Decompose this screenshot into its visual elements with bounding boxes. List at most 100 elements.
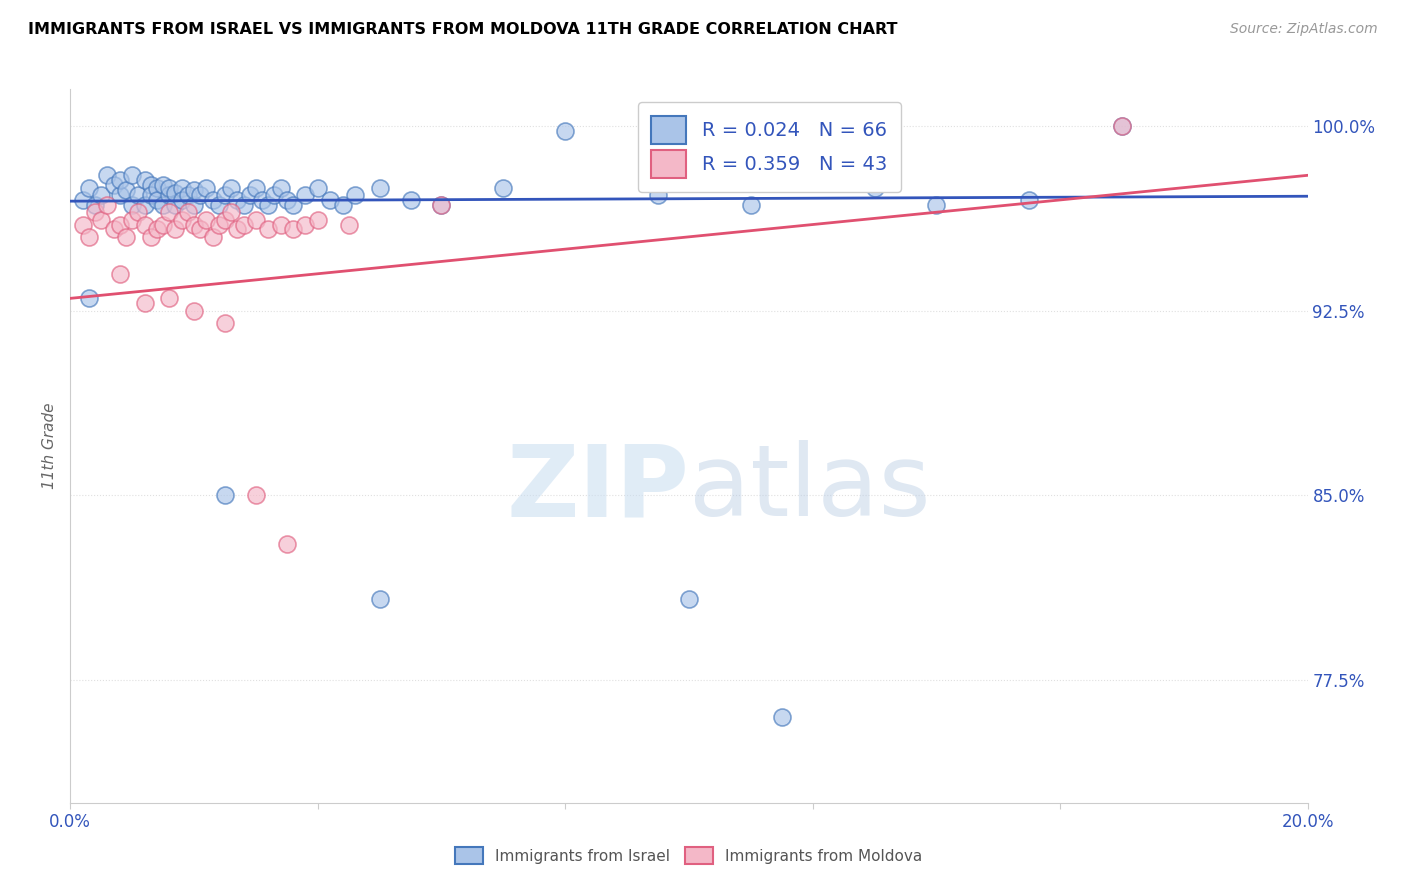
Point [219, 205, 242, 219]
Point [1111, 119, 1133, 133]
Point [232, 218, 254, 232]
Point [183, 183, 205, 197]
Point [177, 205, 200, 219]
Point [647, 188, 669, 202]
Point [84, 205, 107, 219]
Point [219, 180, 242, 194]
Point [157, 180, 180, 194]
Point [925, 198, 948, 212]
Point [157, 291, 180, 305]
Point [226, 193, 249, 207]
Point [152, 178, 174, 193]
Point [103, 222, 125, 236]
Point [127, 205, 149, 219]
Point [146, 222, 169, 236]
Point [368, 591, 391, 606]
Legend: Immigrants from Israel, Immigrants from Moldova: Immigrants from Israel, Immigrants from … [446, 838, 932, 873]
Point [263, 188, 285, 202]
Text: Source: ZipAtlas.com: Source: ZipAtlas.com [1230, 22, 1378, 37]
Point [157, 205, 180, 219]
Point [108, 188, 131, 202]
Point [108, 173, 131, 187]
Point [139, 178, 162, 193]
Point [1018, 193, 1040, 207]
Point [201, 230, 224, 244]
Point [678, 591, 700, 606]
Point [188, 222, 211, 236]
Point [239, 188, 262, 202]
Point [319, 193, 342, 207]
Point [232, 198, 254, 212]
Point [270, 218, 292, 232]
Point [183, 303, 205, 318]
Point [165, 186, 187, 200]
Point [1111, 119, 1133, 133]
Point [134, 198, 156, 212]
Point [214, 212, 236, 227]
Point [77, 230, 100, 244]
Point [96, 198, 118, 212]
Point [740, 198, 762, 212]
Point [337, 218, 360, 232]
Point [170, 193, 193, 207]
Point [121, 169, 143, 183]
Point [115, 183, 138, 197]
Point [214, 488, 236, 502]
Point [863, 180, 886, 194]
Point [257, 222, 280, 236]
Point [226, 222, 249, 236]
Point [134, 296, 156, 310]
Point [165, 198, 187, 212]
Point [195, 180, 218, 194]
Point [134, 173, 156, 187]
Point [399, 193, 422, 207]
Point [276, 193, 298, 207]
Point [188, 188, 211, 202]
Point [146, 180, 169, 194]
Text: ZIP: ZIP [506, 441, 689, 537]
Point [183, 218, 205, 232]
Point [250, 193, 273, 207]
Point [430, 198, 453, 212]
Point [214, 188, 236, 202]
Point [121, 212, 143, 227]
Point [121, 198, 143, 212]
Point [492, 180, 515, 194]
Point [108, 267, 131, 281]
Point [368, 180, 391, 194]
Point [72, 218, 94, 232]
Y-axis label: 11th Grade: 11th Grade [42, 403, 58, 489]
Point [115, 230, 138, 244]
Point [281, 222, 304, 236]
Point [152, 218, 174, 232]
Point [201, 193, 224, 207]
Point [257, 198, 280, 212]
Point [157, 188, 180, 202]
Point [108, 218, 131, 232]
Point [170, 180, 193, 194]
Point [170, 212, 193, 227]
Point [139, 230, 162, 244]
Point [214, 316, 236, 330]
Point [77, 180, 100, 194]
Point [276, 537, 298, 551]
Point [245, 488, 267, 502]
Point [146, 193, 169, 207]
Point [90, 212, 112, 227]
Point [208, 198, 231, 212]
Point [127, 188, 149, 202]
Point [90, 188, 112, 202]
Point [84, 198, 107, 212]
Point [430, 198, 453, 212]
Point [134, 218, 156, 232]
Point [96, 169, 118, 183]
Point [307, 180, 329, 194]
Point [332, 198, 354, 212]
Point [343, 188, 366, 202]
Point [139, 188, 162, 202]
Point [770, 709, 793, 723]
Text: atlas: atlas [689, 441, 931, 537]
Point [177, 188, 200, 202]
Text: IMMIGRANTS FROM ISRAEL VS IMMIGRANTS FROM MOLDOVA 11TH GRADE CORRELATION CHART: IMMIGRANTS FROM ISRAEL VS IMMIGRANTS FRO… [28, 22, 897, 37]
Point [294, 218, 316, 232]
